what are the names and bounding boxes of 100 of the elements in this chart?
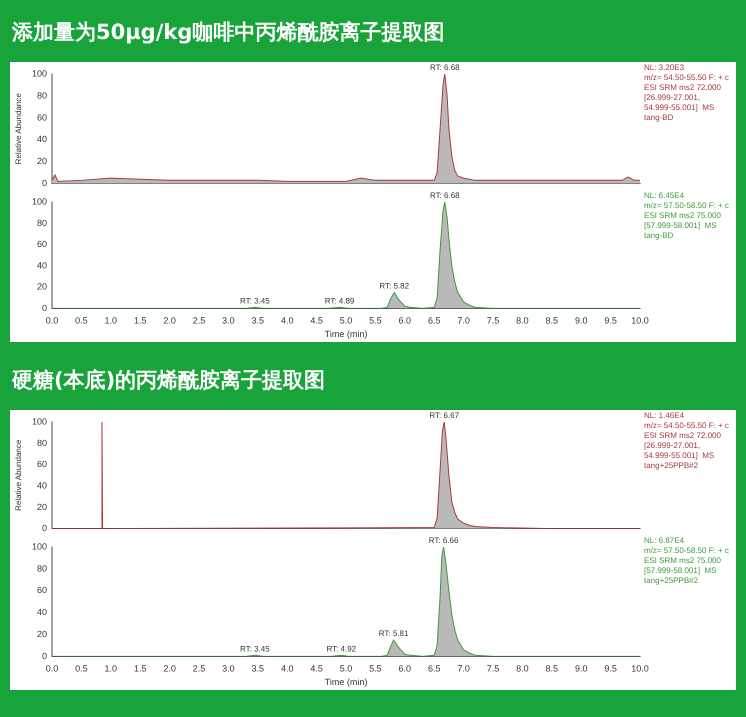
x-tick-label: 1.0 — [104, 315, 118, 326]
y-tick-label: 20 — [36, 502, 47, 512]
y-tick-label: 40 — [36, 480, 47, 490]
x-tick-label: 0.5 — [75, 315, 88, 326]
x-tick-label: 5.5 — [369, 663, 382, 674]
x-tick-label: 6.5 — [428, 315, 440, 326]
y-tick-label: 60 — [36, 459, 47, 470]
x-tick-label: 2.5 — [192, 663, 206, 674]
y-axis-title: Relative Abundance — [14, 92, 24, 164]
y-tick-label: 0 — [42, 178, 47, 188]
annotation: RT: 6.68 — [430, 63, 460, 72]
x-tick-label: 7.0 — [457, 663, 470, 674]
y-tick-label: 20 — [36, 282, 47, 292]
text: [57.999-58.001] MS — [644, 566, 716, 576]
x-tick-label: 8.0 — [516, 663, 529, 674]
x-tick-label: 8.0 — [516, 315, 529, 326]
text: tang+25PPB#2 — [644, 576, 699, 586]
x-tick-label: 10.0 — [631, 315, 649, 326]
chart-title: 添加量为50μg/kg咖啡中丙烯酰胺离子提取图 — [12, 19, 444, 46]
x-tick-label: 2.0 — [163, 315, 176, 326]
x-tick-label: 3.0 — [222, 315, 235, 326]
text: ESI SRM ms2 75.000 — [644, 556, 722, 566]
x-tick-label: 5.0 — [340, 315, 352, 326]
x-tick-label: 6.5 — [428, 663, 440, 674]
x-tick-label: 6.0 — [398, 315, 412, 326]
y-tick-label: 40 — [36, 134, 47, 144]
text: NL: 6.87E4 — [644, 536, 685, 546]
x-tick-label: 0.0 — [46, 663, 58, 674]
x-tick-label: 7.5 — [486, 663, 500, 674]
text: 54.999-55.001] MS — [644, 451, 714, 460]
x-tick-label: 10.0 — [631, 663, 649, 674]
y-tick-label: 100 — [32, 68, 47, 78]
x-tick-label: 9.5 — [604, 315, 617, 326]
y-tick-label: 0 — [42, 523, 47, 534]
x-tick-label: 3.0 — [222, 663, 235, 674]
text: ESI SRM ms2 72.000 — [644, 431, 722, 440]
x-tick-label: 3.5 — [252, 315, 264, 326]
text: NL: 1.46E4 — [644, 411, 685, 420]
text: NL: 3.20E3 — [644, 63, 685, 72]
text: m/z= 54.50-55.50 F: + c — [644, 421, 729, 430]
y-tick-label: 0 — [42, 650, 47, 661]
annotation: RT: 6.68 — [430, 191, 460, 200]
x-tick-label: 6.0 — [398, 663, 412, 674]
y-tick-label: 100 — [32, 416, 47, 426]
text: m/z= 57.50-58.50 F: + c — [644, 546, 729, 556]
x-tick-label: 9.0 — [574, 315, 588, 326]
y-tick-label: 60 — [36, 239, 47, 250]
y-tick-label: 100 — [32, 541, 47, 552]
annotation: RT: 4.89 — [324, 296, 355, 306]
x-tick-label: 4.5 — [310, 315, 323, 326]
text: tang+25PPB#2 — [644, 461, 699, 470]
text: ESI SRM ms2 75.000 — [644, 211, 722, 220]
text: m/z= 54.50-55.50 F: + c — [644, 73, 729, 82]
x-tick-label: 1.5 — [134, 315, 146, 326]
x-tick-label: 0.0 — [46, 315, 58, 326]
y-tick-label: 80 — [36, 218, 47, 228]
text: [26.999-27.001, — [644, 93, 700, 102]
text: 54.999-55.001] MS — [644, 103, 714, 112]
y-tick-label: 0 — [42, 302, 47, 313]
x-tick-label: 9.0 — [574, 663, 588, 674]
annotation: RT: 3.45 — [240, 296, 270, 306]
x-tick-label: 7.0 — [457, 315, 470, 326]
x-tick-label: 5.5 — [369, 315, 382, 326]
x-tick-label: 9.5 — [604, 663, 617, 674]
x-tick-label: 4.5 — [310, 663, 323, 674]
x-tick-label: 8.5 — [546, 315, 558, 326]
x-tick-label: 4.0 — [280, 663, 294, 674]
annotation: RT: 5.82 — [379, 282, 410, 291]
text: NL: 6.45E4 — [644, 191, 685, 200]
text: [57.999-58.001] MS — [644, 221, 716, 230]
y-tick-label: 60 — [36, 585, 47, 596]
text: tang-BD — [644, 113, 674, 122]
y-tick-label: 100 — [32, 196, 47, 206]
y-axis-title: Relative Abundance — [14, 439, 24, 511]
y-tick-label: 80 — [36, 563, 47, 574]
y-tick-label: 80 — [36, 90, 47, 100]
y-tick-label: 20 — [36, 629, 47, 640]
x-tick-label: 8.5 — [546, 663, 558, 674]
annotation: RT: 5.81 — [378, 629, 409, 638]
annotation: RT: 6.67 — [429, 411, 460, 420]
y-tick-label: 80 — [36, 438, 47, 448]
y-tick-label: 20 — [36, 156, 47, 166]
y-tick-label: 40 — [36, 607, 47, 618]
annotation: RT: 3.45 — [240, 644, 270, 654]
annotation: RT: 4.92 — [326, 644, 357, 654]
chart-title: 硬糖(本底)的丙烯酰胺离子提取图 — [12, 367, 326, 394]
x-tick-label: 1.5 — [134, 663, 146, 674]
x-tick-label: 2.5 — [192, 315, 206, 326]
text: m/z= 57.50-58.50 F: + c — [644, 201, 729, 210]
y-tick-label: 40 — [36, 260, 47, 270]
x-tick-label: 3.5 — [252, 663, 264, 674]
text: [26.999-27.001, — [644, 441, 700, 450]
x-tick-label: 5.0 — [340, 663, 352, 674]
text: ESI SRM ms2 72.000 — [644, 83, 722, 92]
x-tick-label: 0.5 — [75, 663, 88, 674]
annotation: RT: 6.66 — [428, 536, 459, 546]
x-axis-title: Time (min) — [324, 677, 368, 688]
x-axis-title: Time (min) — [324, 329, 368, 340]
text: tang-BD — [644, 231, 674, 240]
x-tick-label: 2.0 — [163, 663, 176, 674]
